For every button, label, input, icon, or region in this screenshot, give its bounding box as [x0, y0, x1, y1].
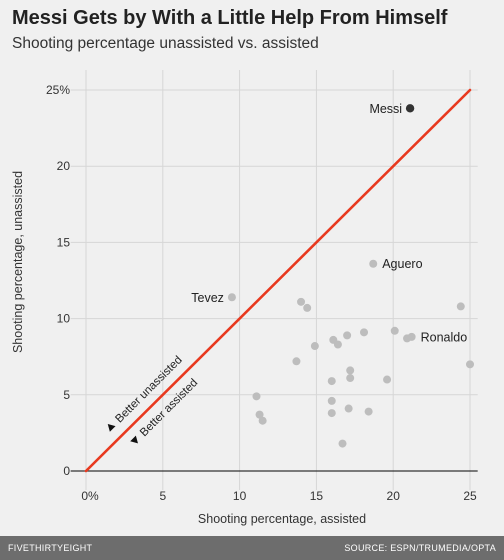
- data-point: [346, 366, 355, 375]
- footer-source: SOURCE: ESPN/TRUMEDIA/OPTA: [344, 543, 496, 553]
- y-tick-label: 20: [57, 159, 71, 173]
- y-tick-label: 25%: [46, 83, 70, 97]
- footer-brand: FIVETHIRTYEIGHT: [8, 543, 93, 553]
- x-tick-label: 0%: [81, 489, 99, 503]
- scatter-plot: 0% 5 10 15 20 25 0 5 10 15 20 25% Messi Aguero Tevez R…: [11, 70, 478, 526]
- y-tick-label: 0: [63, 464, 70, 478]
- x-tick-label: 5: [159, 489, 166, 503]
- point-aguero: [369, 259, 378, 268]
- y-tick-label: 10: [57, 312, 71, 326]
- point-label: Messi: [369, 102, 402, 116]
- data-point: [327, 396, 336, 405]
- point-tevez: [227, 293, 236, 302]
- data-point: [360, 328, 369, 337]
- data-point: [456, 302, 465, 311]
- data-point: [292, 357, 301, 366]
- x-tick-label: 20: [387, 489, 401, 503]
- annotation-label: Better unassisted: [113, 354, 184, 425]
- triangle-up-icon: [107, 423, 116, 432]
- data-point: [297, 297, 306, 306]
- point-messi: [405, 104, 415, 113]
- data-point: [390, 326, 399, 335]
- data-point: [327, 377, 336, 386]
- y-tick-label: 15: [57, 235, 71, 249]
- y-tick-label: 5: [63, 388, 70, 402]
- data-point: [343, 331, 352, 340]
- data-point: [327, 409, 336, 418]
- data-point: [255, 410, 264, 419]
- triangle-down-icon: [130, 435, 138, 444]
- data-point: [364, 407, 373, 416]
- chart-subtitle: Shooting percentage unassisted vs. assis…: [12, 35, 319, 52]
- data-point: [303, 303, 312, 312]
- data-point: [252, 392, 261, 401]
- reference-line-group: [84, 88, 472, 473]
- point-label: Aguero: [382, 257, 422, 271]
- x-tick-label: 25: [463, 489, 477, 503]
- x-tick-label: 15: [310, 489, 324, 503]
- data-point: [338, 439, 347, 448]
- data-point: [346, 374, 355, 383]
- data-point: [383, 375, 392, 384]
- x-axis-label: Shooting percentage, assisted: [198, 512, 366, 526]
- chart-title: Messi Gets by With a Little Help From Hi…: [12, 7, 448, 29]
- data-point: [344, 404, 353, 413]
- data-points: Messi Aguero Tevez Ronaldo: [191, 102, 474, 448]
- data-point: [258, 416, 267, 425]
- point-label: Tevez: [191, 291, 224, 305]
- data-point: [466, 360, 474, 369]
- grid: [70, 70, 478, 490]
- axis-tick-labels: 0% 5 10 15 20 25 0 5 10 15 20 25%: [46, 83, 477, 503]
- data-point: [403, 334, 412, 343]
- annotation: Better assisted: [130, 377, 200, 444]
- reference-line: [84, 88, 472, 473]
- point-label: Ronaldo: [421, 330, 468, 344]
- y-axis-label: Shooting percentage, unassisted: [11, 171, 25, 353]
- data-point: [333, 340, 342, 349]
- x-tick-label: 10: [233, 489, 247, 503]
- footer-bar: FIVETHIRTYEIGHT SOURCE: ESPN/TRUMEDIA/OP…: [0, 536, 504, 560]
- data-point: [310, 342, 319, 351]
